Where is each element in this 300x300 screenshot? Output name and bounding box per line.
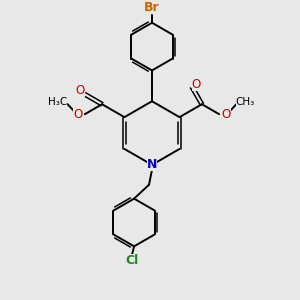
Text: O: O bbox=[75, 84, 85, 97]
Text: O: O bbox=[73, 108, 83, 121]
Text: H₃C: H₃C bbox=[48, 97, 67, 107]
Text: Br: Br bbox=[144, 1, 160, 14]
Text: CH₃: CH₃ bbox=[236, 97, 255, 107]
Text: Cl: Cl bbox=[125, 254, 139, 267]
Text: N: N bbox=[147, 158, 157, 171]
Text: O: O bbox=[192, 78, 201, 91]
Text: O: O bbox=[221, 108, 231, 121]
